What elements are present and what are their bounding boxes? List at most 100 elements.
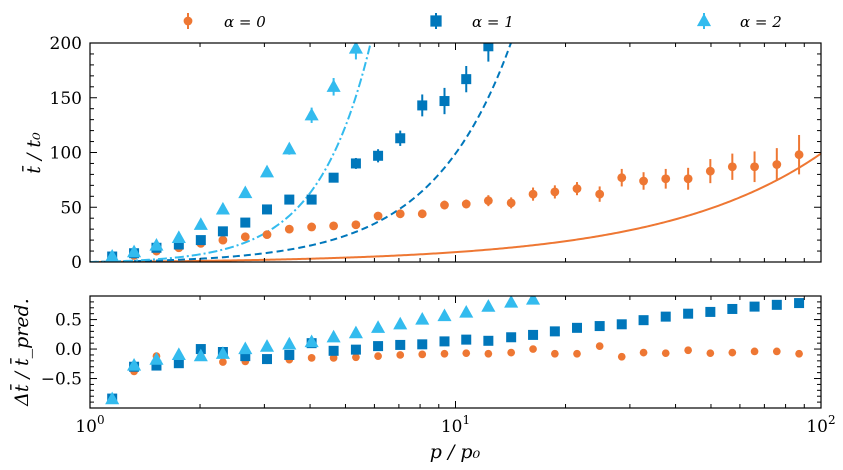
data-point [439,96,450,107]
y-tick-label: 200 [50,34,82,54]
data-point [506,198,516,208]
residual-point [262,354,273,365]
residual-point [483,335,494,346]
data-point [329,221,339,231]
data-point [149,238,164,251]
data-point [683,174,693,184]
data-point [483,196,493,206]
data-point [218,235,228,245]
residual-point [149,352,164,365]
residual-point [794,298,805,309]
data-point [307,222,317,232]
residual-point [551,349,559,358]
residual-point [395,339,406,350]
data-point [304,107,319,121]
legend-label: α = 2 [740,13,782,31]
data-point [215,201,230,215]
fit-curves [90,43,821,262]
bottom-ticks: 0.5 0.0 −0.5 100 101 102 [41,296,836,437]
data-point [284,224,294,234]
bottom-data-points [105,296,805,405]
residual-point [728,348,737,357]
residual-point [727,303,738,314]
residual-point [193,348,208,362]
residual-point [282,336,297,350]
residual-point [373,341,384,352]
legend-label: α = 0 [224,13,266,31]
legend-label: α = 1 [472,13,514,31]
x-tick-label: 102 [806,413,835,437]
residual-point [127,358,142,371]
residual-point [350,344,361,355]
data-point [705,166,715,176]
data-point [572,184,582,194]
residual-point [371,320,386,333]
legend: α = 0 α = 1 α = 2 [183,13,782,31]
data-point [417,209,427,219]
data-point [794,150,804,160]
data-point [750,162,759,172]
data-point [326,79,341,92]
data-point [639,176,648,186]
residual-point [151,360,162,371]
data-point [240,232,250,242]
residual-point [638,315,649,326]
residual-point [706,349,715,358]
residual-point [440,349,449,358]
residual-point [684,346,692,355]
residual-point [504,296,519,308]
data-point [373,211,383,221]
y-tick-label: 0.5 [55,311,82,331]
residual-point [616,319,627,330]
residual-point [307,354,316,362]
residual-point [594,321,605,332]
data-point [440,200,449,210]
residual-point [439,336,450,347]
data-point [351,220,361,230]
data-point [617,173,627,183]
residual-point [215,346,230,359]
residual-point [526,296,541,305]
y-tick-label: 150 [50,89,82,109]
residual-point [374,352,382,360]
residual-point [683,308,694,319]
y-tick-label: 0 [71,253,82,273]
fit-line-1 [90,43,512,262]
residual-point [481,299,496,312]
residual-point [219,358,227,366]
data-point [284,194,295,205]
data-point [350,158,361,169]
data-point [240,217,251,228]
residual-point [396,351,405,359]
y-tick-label: −0.5 [41,370,82,390]
data-point [417,100,428,111]
data-point [595,189,605,199]
residual-point [595,342,604,350]
data-point [259,164,275,178]
residual-point [240,351,251,362]
residual-point [572,322,583,333]
residual-point [437,308,452,322]
bottom-y-axis-label: Δt̄ / t̄_pred. [9,298,33,407]
residual-point [173,358,184,369]
residual-point [326,329,341,343]
data-point [262,230,272,240]
residual-point [304,334,319,348]
residual-point [506,332,517,343]
data-point [528,189,538,199]
residual-point [328,345,339,356]
residual-point [352,353,360,362]
x-tick-label: 101 [441,413,470,437]
legend-marker [696,13,712,27]
data-point [461,74,472,85]
residual-point [329,354,338,362]
fit-line-2 [90,43,372,262]
data-point [238,185,253,199]
data-point [193,217,208,230]
data-point [395,133,406,144]
residual-point [705,306,716,317]
residual-point [105,391,120,405]
residual-point [771,299,782,310]
residual-point [529,345,537,353]
